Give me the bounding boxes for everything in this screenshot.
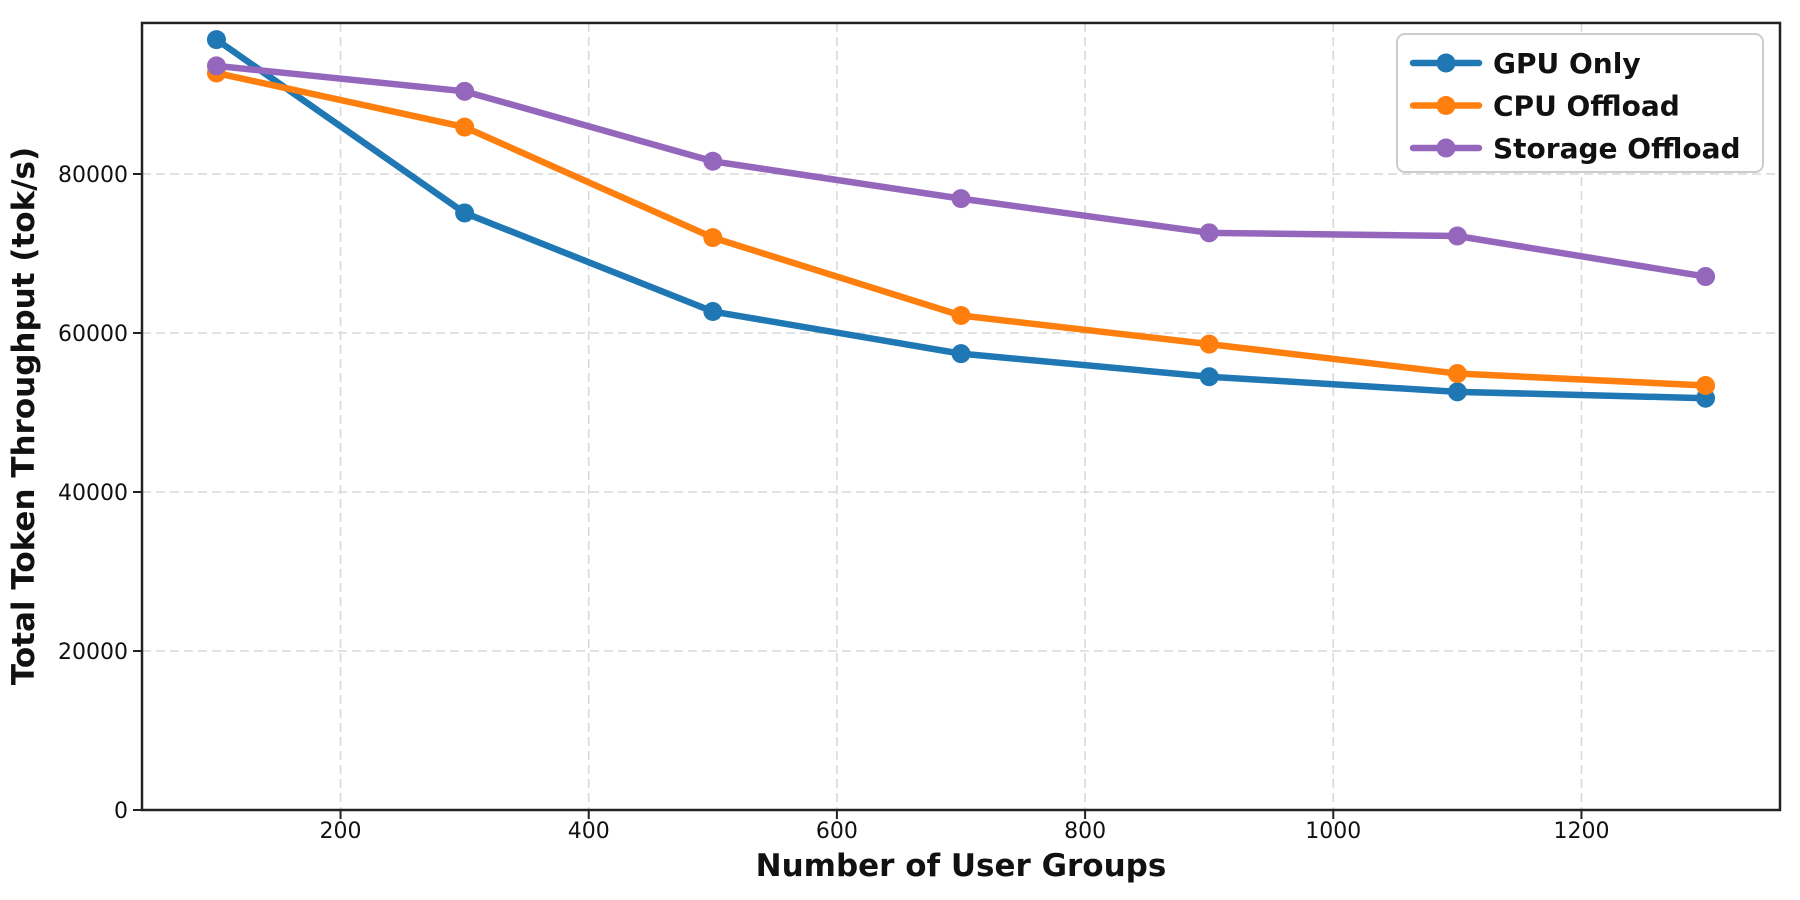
data-point-gpu-only <box>951 344 971 364</box>
legend-marker-storage-offload <box>1436 138 1456 158</box>
legend-marker-gpu-only <box>1436 53 1456 73</box>
y-tick-label: 80000 <box>58 163 128 188</box>
data-point-gpu-only <box>703 302 723 322</box>
x-tick-label: 1200 <box>1553 819 1609 844</box>
y-tick-label: 60000 <box>58 322 128 347</box>
x-tick-labels: 200 400 600 800 1000 1200 <box>320 819 1610 844</box>
y-axis-label: Total Token Throughput (tok/s) <box>6 147 42 685</box>
y-tick-label: 0 <box>114 799 128 824</box>
plot-border <box>140 21 1782 812</box>
x-tick-label: 1000 <box>1305 819 1361 844</box>
legend-marker-cpu-offload <box>1436 96 1456 115</box>
data-point-gpu-only <box>206 30 226 50</box>
data-point-cpu-offload <box>1199 334 1219 354</box>
data-point-storage-offload <box>1696 267 1716 287</box>
data-point-storage-offload <box>1447 226 1467 246</box>
data-point-cpu-offload <box>1696 375 1716 395</box>
x-axis-label: Number of User Groups <box>756 848 1167 884</box>
data-point-storage-offload <box>703 151 723 171</box>
x-tick-label: 400 <box>568 819 610 844</box>
x-tick-label: 800 <box>1064 819 1106 844</box>
data-point-gpu-only <box>1447 382 1467 402</box>
data-point-cpu-offload <box>951 306 971 326</box>
legend-box <box>1396 33 1764 173</box>
data-point-storage-offload <box>951 189 971 209</box>
data-point-cpu-offload <box>455 117 475 137</box>
y-tick-label: 20000 <box>58 640 128 665</box>
x-tick-label: 200 <box>320 819 362 844</box>
legend-label-gpu-only: GPU Only <box>1493 47 1641 80</box>
y-tick-labels: 0 20000 40000 60000 80000 <box>58 163 128 824</box>
axes-spines <box>133 21 1782 819</box>
legend-label-cpu-offload: CPU Offload <box>1493 90 1680 123</box>
data-point-cpu-offload <box>703 228 723 248</box>
data-point-storage-offload <box>206 56 226 76</box>
data-point-storage-offload <box>1199 223 1219 243</box>
data-point-storage-offload <box>455 81 475 101</box>
data-point-cpu-offload <box>1447 364 1467 384</box>
data-point-gpu-only <box>455 203 475 223</box>
legend-label-storage-offload: Storage Offload <box>1493 132 1741 165</box>
legend: GPU Only CPU Offload Storage Offload <box>1396 33 1764 173</box>
y-tick-label: 40000 <box>58 481 128 506</box>
x-tick-label: 600 <box>816 819 858 844</box>
data-point-gpu-only <box>1199 367 1219 387</box>
series-lines <box>206 30 1716 408</box>
